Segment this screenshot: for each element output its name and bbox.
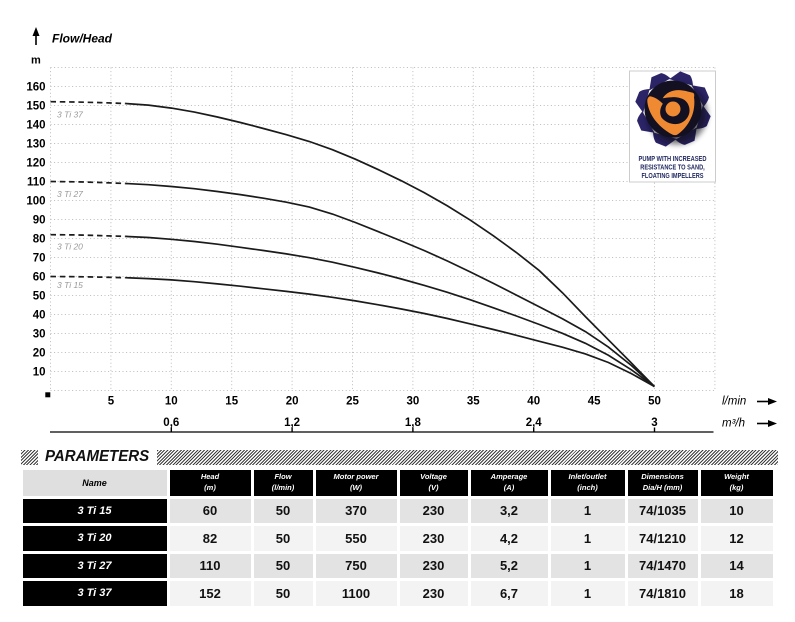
svg-text:10: 10 — [33, 367, 46, 379]
svg-text:l/min: l/min — [722, 396, 746, 408]
svg-text:50: 50 — [648, 396, 661, 408]
svg-text:160: 160 — [26, 82, 45, 94]
svg-text:30: 30 — [33, 329, 46, 341]
svg-text:1,8: 1,8 — [405, 417, 422, 429]
svg-text:3 Ti 15: 3 Ti 15 — [57, 280, 83, 290]
svg-text:1,2: 1,2 — [284, 417, 300, 429]
svg-text:80: 80 — [33, 234, 46, 246]
svg-text:3 Ti 20: 3 Ti 20 — [57, 242, 83, 252]
svg-text:40: 40 — [527, 396, 540, 408]
svg-text:150: 150 — [26, 101, 45, 113]
svg-text:10: 10 — [165, 396, 178, 408]
svg-text:100: 100 — [26, 196, 45, 208]
svg-text:25: 25 — [346, 396, 359, 408]
svg-text:0,6: 0,6 — [163, 417, 179, 429]
svg-text:Flow/Head: Flow/Head — [52, 32, 113, 46]
svg-text:140: 140 — [26, 120, 45, 132]
svg-text:20: 20 — [286, 396, 299, 408]
svg-text:3 Ti 27: 3 Ti 27 — [57, 189, 83, 199]
svg-text:3 Ti 37: 3 Ti 37 — [57, 110, 83, 120]
svg-text:RESISTANCE TO SAND,: RESISTANCE TO SAND, — [640, 165, 705, 172]
svg-text:m³/h: m³/h — [722, 418, 745, 430]
svg-text:70: 70 — [33, 253, 46, 265]
svg-text:60: 60 — [33, 272, 46, 284]
svg-text:FLOATING IMPELLERS: FLOATING IMPELLERS — [642, 173, 704, 180]
svg-text:3: 3 — [651, 417, 657, 429]
svg-text:120: 120 — [26, 158, 45, 170]
svg-text:110: 110 — [27, 177, 46, 189]
svg-text:2,4: 2,4 — [526, 417, 543, 429]
svg-text:90: 90 — [33, 215, 46, 227]
svg-text:45: 45 — [588, 396, 601, 408]
svg-text:PUMP WITH INCREASED: PUMP WITH INCREASED — [639, 156, 707, 163]
svg-text:15: 15 — [225, 396, 238, 408]
svg-text:20: 20 — [33, 348, 46, 360]
svg-text:30: 30 — [407, 396, 420, 408]
svg-text:5: 5 — [108, 396, 115, 408]
svg-text:m: m — [31, 55, 41, 67]
svg-text:40: 40 — [33, 310, 46, 322]
svg-text:50: 50 — [33, 291, 46, 303]
svg-text:130: 130 — [26, 139, 45, 151]
svg-text:35: 35 — [467, 396, 480, 408]
